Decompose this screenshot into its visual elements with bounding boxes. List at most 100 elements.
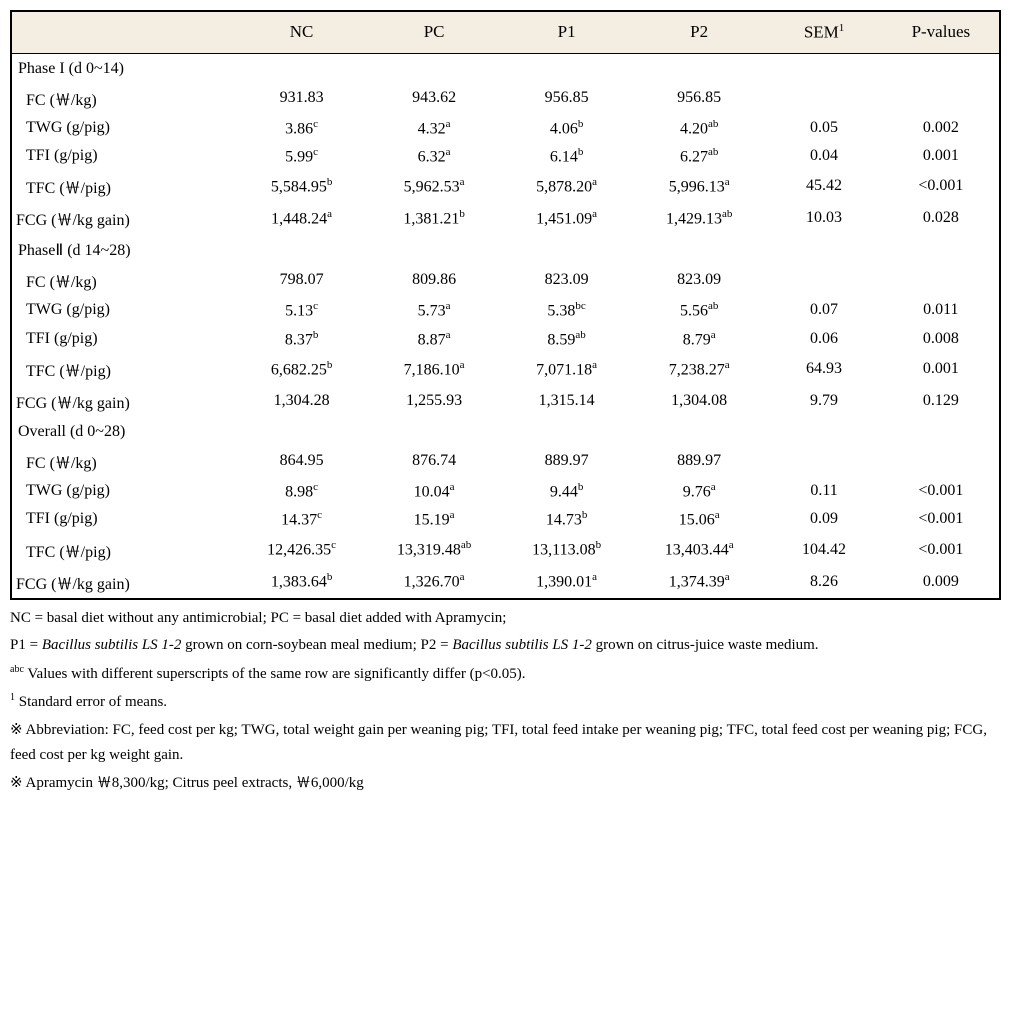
cell-value: 8.26 [765, 566, 882, 599]
footnotes: NC = basal diet without any antimicrobia… [10, 606, 1001, 797]
table-row: FCG (￦/kg gain)1,383.64b1,326.70a1,390.0… [11, 566, 1000, 599]
cell-value: 943.62 [368, 82, 501, 114]
table-row: FC (￦/kg)798.07809.86823.09823.09 [11, 264, 1000, 296]
cell-value: 864.95 [235, 445, 368, 477]
table-row: TFI (g/pig)8.37b8.87a8.59ab8.79a0.060.00… [11, 325, 1000, 353]
row-label: TFC (￦/pig) [11, 170, 235, 202]
cell-value: 8.79a [633, 325, 766, 353]
cell-value: 0.11 [765, 477, 882, 505]
cell-value: 1,451.09a [500, 202, 633, 234]
table-row: TWG (g/pig)3.86c4.32a4.06b4.20ab0.050.00… [11, 114, 1000, 142]
cell-value: <0.001 [883, 505, 1000, 533]
col-header: SEM1 [765, 11, 882, 53]
cell-value: 4.20ab [633, 114, 766, 142]
cell-value: 0.011 [883, 296, 1000, 324]
cell-value: <0.001 [883, 534, 1000, 566]
cell-value: 3.86c [235, 114, 368, 142]
table-header-row: NCPCP1P2SEM1P-values [11, 11, 1000, 53]
cell-value: 5.38bc [500, 296, 633, 324]
table-row: FC (￦/kg)931.83943.62956.85956.85 [11, 82, 1000, 114]
cell-value: 5,584.95b [235, 170, 368, 202]
cell-value: 0.07 [765, 296, 882, 324]
table-row: TFC (￦/pig)6,682.25b7,186.10a7,071.18a7,… [11, 353, 1000, 385]
footnote-text: Standard error of means. [15, 694, 167, 710]
cell-value: 0.05 [765, 114, 882, 142]
economic-analysis-table: NCPCP1P2SEM1P-values Phase I (d 0~14)FC … [10, 10, 1001, 600]
cell-value: 13,319.48ab [368, 534, 501, 566]
cell-value: 7,238.27a [633, 353, 766, 385]
section-title: PhaseⅡ (d 14~28) [11, 234, 1000, 264]
footnote-abbrev: ※ Abbreviation: FC, feed cost per kg; TW… [10, 718, 1001, 769]
cell-value: 809.86 [368, 264, 501, 296]
cell-value: 1,315.14 [500, 385, 633, 417]
cell-value: 5.13c [235, 296, 368, 324]
col-header: P2 [633, 11, 766, 53]
cell-value: 0.002 [883, 114, 1000, 142]
cell-value: 0.028 [883, 202, 1000, 234]
cell-value: 6.14b [500, 142, 633, 170]
cell-value: 823.09 [500, 264, 633, 296]
section-title: Overall (d 0~28) [11, 417, 1000, 445]
cell-value: 7,186.10a [368, 353, 501, 385]
footnote-text: Values with different superscripts of th… [24, 666, 526, 682]
cell-value: 956.85 [500, 82, 633, 114]
cell-value: 5.56ab [633, 296, 766, 324]
cell-value: 1,326.70a [368, 566, 501, 599]
cell-value: 1,390.01a [500, 566, 633, 599]
cell-value: 956.85 [633, 82, 766, 114]
cell-value: 889.97 [500, 445, 633, 477]
cell-value: 0.001 [883, 142, 1000, 170]
footnote-superscripts: abc Values with different superscripts o… [10, 661, 1001, 688]
cell-value: 8.37b [235, 325, 368, 353]
cell-value: 1,429.13ab [633, 202, 766, 234]
cell-value: 64.93 [765, 353, 882, 385]
col-header: NC [235, 11, 368, 53]
cell-value: 9.79 [765, 385, 882, 417]
cell-value [883, 445, 1000, 477]
col-header [11, 11, 235, 53]
cell-value: 10.04a [368, 477, 501, 505]
cell-value: 0.129 [883, 385, 1000, 417]
table-row: TFC (￦/pig)12,426.35c13,319.48ab13,113.0… [11, 534, 1000, 566]
cell-value: 1,383.64b [235, 566, 368, 599]
cell-value: 0.04 [765, 142, 882, 170]
cell-value: 4.06b [500, 114, 633, 142]
cell-value: 1,381.21b [368, 202, 501, 234]
footnote-italic: Bacillus subtilis LS 1-2 [452, 637, 592, 653]
footnote-diets: NC = basal diet without any antimicrobia… [10, 606, 1001, 632]
cell-value: 0.008 [883, 325, 1000, 353]
cell-value: 15.19a [368, 505, 501, 533]
cell-value: 12,426.35c [235, 534, 368, 566]
cell-value: 889.97 [633, 445, 766, 477]
section-title: Phase I (d 0~14) [11, 53, 1000, 82]
cell-value: 13,113.08b [500, 534, 633, 566]
cell-value: <0.001 [883, 477, 1000, 505]
table-row: TFI (g/pig)14.37c15.19a14.73b15.06a0.09<… [11, 505, 1000, 533]
cell-value: 823.09 [633, 264, 766, 296]
footnote-text: grown on corn-soybean meal medium; P2 = [181, 637, 452, 653]
cell-value: 798.07 [235, 264, 368, 296]
table-row: FCG (￦/kg gain)1,304.281,255.931,315.141… [11, 385, 1000, 417]
col-header: P-values [883, 11, 1000, 53]
cell-value: 5,996.13a [633, 170, 766, 202]
cell-value: 9.44b [500, 477, 633, 505]
table-row: FC (￦/kg)864.95876.74889.97889.97 [11, 445, 1000, 477]
footnote-p1p2: P1 = Bacillus subtilis LS 1-2 grown on c… [10, 633, 1001, 659]
cell-value: 931.83 [235, 82, 368, 114]
row-label: TWG (g/pig) [11, 114, 235, 142]
row-label: TWG (g/pig) [11, 477, 235, 505]
cell-value: 1,304.08 [633, 385, 766, 417]
row-label: FCG (￦/kg gain) [11, 202, 235, 234]
row-label: TFC (￦/pig) [11, 353, 235, 385]
row-label: FC (￦/kg) [11, 82, 235, 114]
col-header: PC [368, 11, 501, 53]
cell-value: 0.009 [883, 566, 1000, 599]
cell-value [883, 264, 1000, 296]
cell-value: 6,682.25b [235, 353, 368, 385]
footnote-text: grown on citrus-juice waste medium. [592, 637, 819, 653]
cell-value: 8.59ab [500, 325, 633, 353]
row-label: TFI (g/pig) [11, 505, 235, 533]
cell-value: 8.87a [368, 325, 501, 353]
cell-value: 1,255.93 [368, 385, 501, 417]
cell-value [765, 445, 882, 477]
